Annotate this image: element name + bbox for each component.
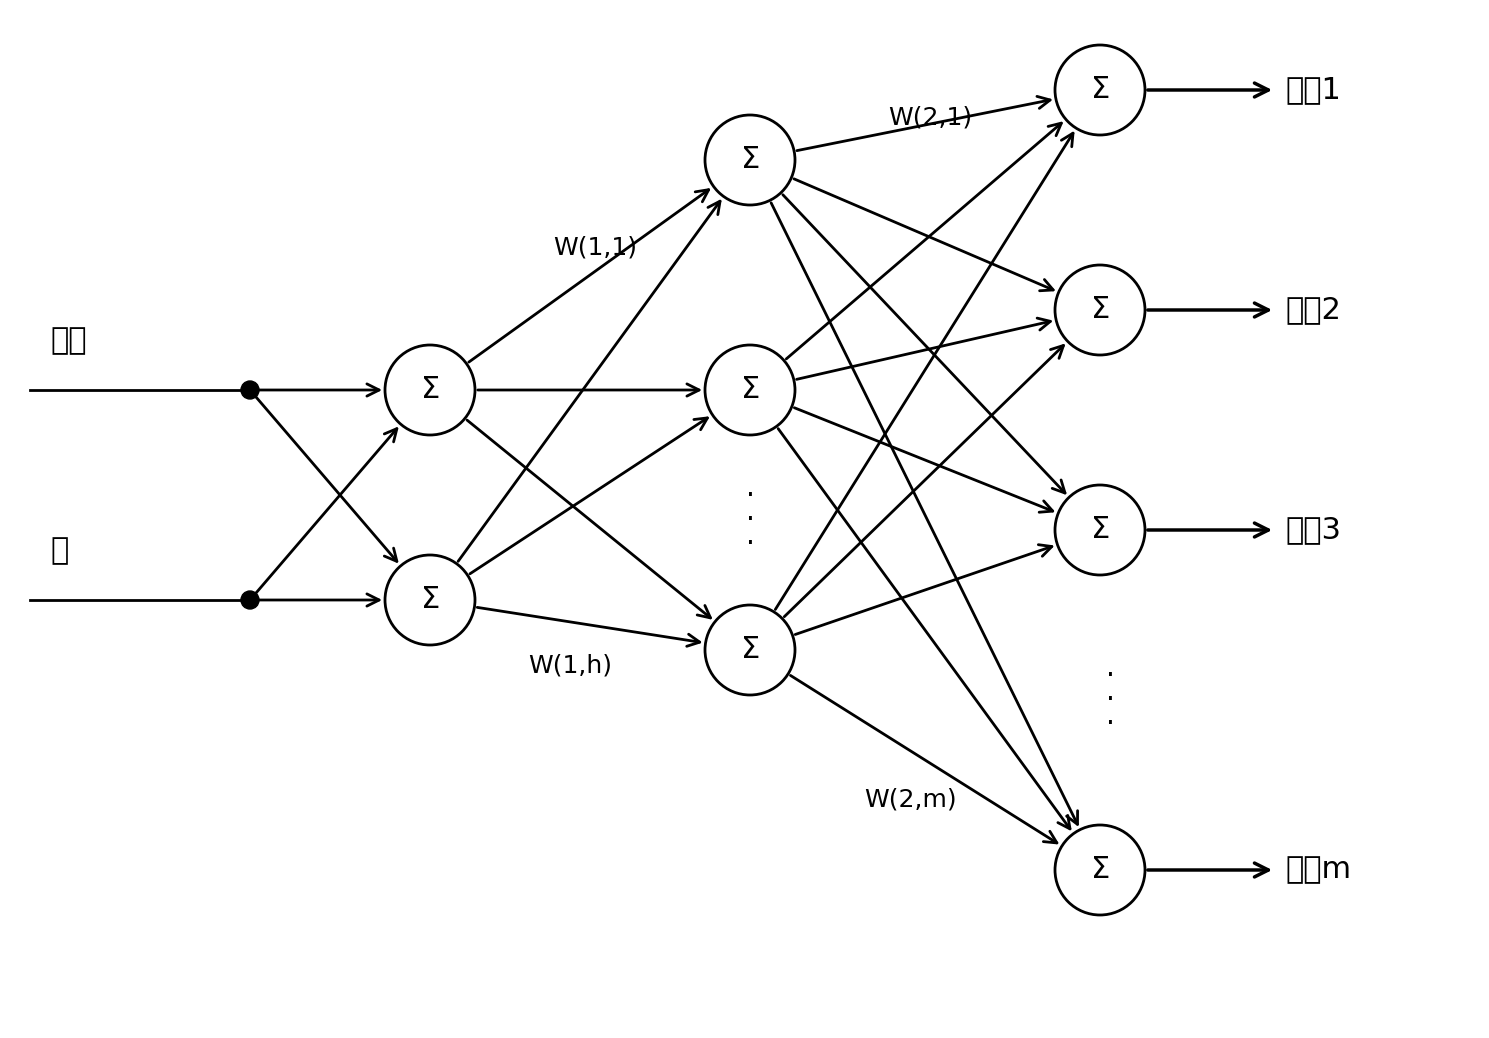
Circle shape [386, 345, 475, 435]
Text: 故障1: 故障1 [1285, 76, 1342, 105]
Text: $\Sigma$: $\Sigma$ [1090, 855, 1109, 884]
Text: $\Sigma$: $\Sigma$ [1090, 76, 1109, 105]
Text: $\Sigma$: $\Sigma$ [1090, 296, 1109, 325]
Circle shape [704, 115, 795, 204]
Text: ·
·
·: · · · [1105, 662, 1114, 738]
Circle shape [704, 605, 795, 695]
Text: W(2,1): W(2,1) [887, 106, 972, 130]
Text: W(1,h): W(1,h) [529, 653, 612, 677]
Text: 故障m: 故障m [1285, 855, 1351, 884]
Text: 熵: 熵 [51, 536, 68, 565]
Circle shape [1056, 45, 1145, 135]
Text: 故障3: 故障3 [1285, 516, 1342, 545]
Text: $\Sigma$: $\Sigma$ [740, 145, 759, 174]
Circle shape [241, 381, 259, 399]
Text: $\Sigma$: $\Sigma$ [740, 635, 759, 664]
Text: $\Sigma$: $\Sigma$ [420, 585, 439, 614]
Circle shape [386, 555, 475, 645]
Text: $\Sigma$: $\Sigma$ [1090, 516, 1109, 545]
Text: $\Sigma$: $\Sigma$ [420, 376, 439, 405]
Text: $\Sigma$: $\Sigma$ [740, 376, 759, 405]
Text: W(1,1): W(1,1) [552, 236, 637, 260]
Circle shape [1056, 485, 1145, 575]
Circle shape [1056, 825, 1145, 916]
Text: ·
·
·: · · · [746, 483, 755, 557]
Text: W(2,m): W(2,m) [864, 788, 956, 812]
Text: 峢度: 峢度 [51, 326, 86, 355]
Circle shape [704, 345, 795, 435]
Circle shape [1056, 265, 1145, 355]
Text: 故障2: 故障2 [1285, 296, 1342, 325]
Circle shape [241, 591, 259, 609]
